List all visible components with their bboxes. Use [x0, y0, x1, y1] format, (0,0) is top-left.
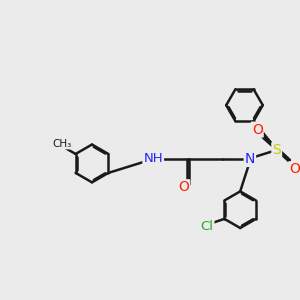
Text: O: O: [252, 123, 263, 136]
Text: O: O: [178, 180, 189, 194]
Text: Cl: Cl: [200, 220, 213, 233]
Text: NH: NH: [143, 152, 163, 166]
Text: O: O: [289, 162, 300, 176]
Text: N: N: [245, 152, 255, 166]
Text: CH₃: CH₃: [52, 139, 71, 148]
Text: S: S: [272, 143, 281, 157]
